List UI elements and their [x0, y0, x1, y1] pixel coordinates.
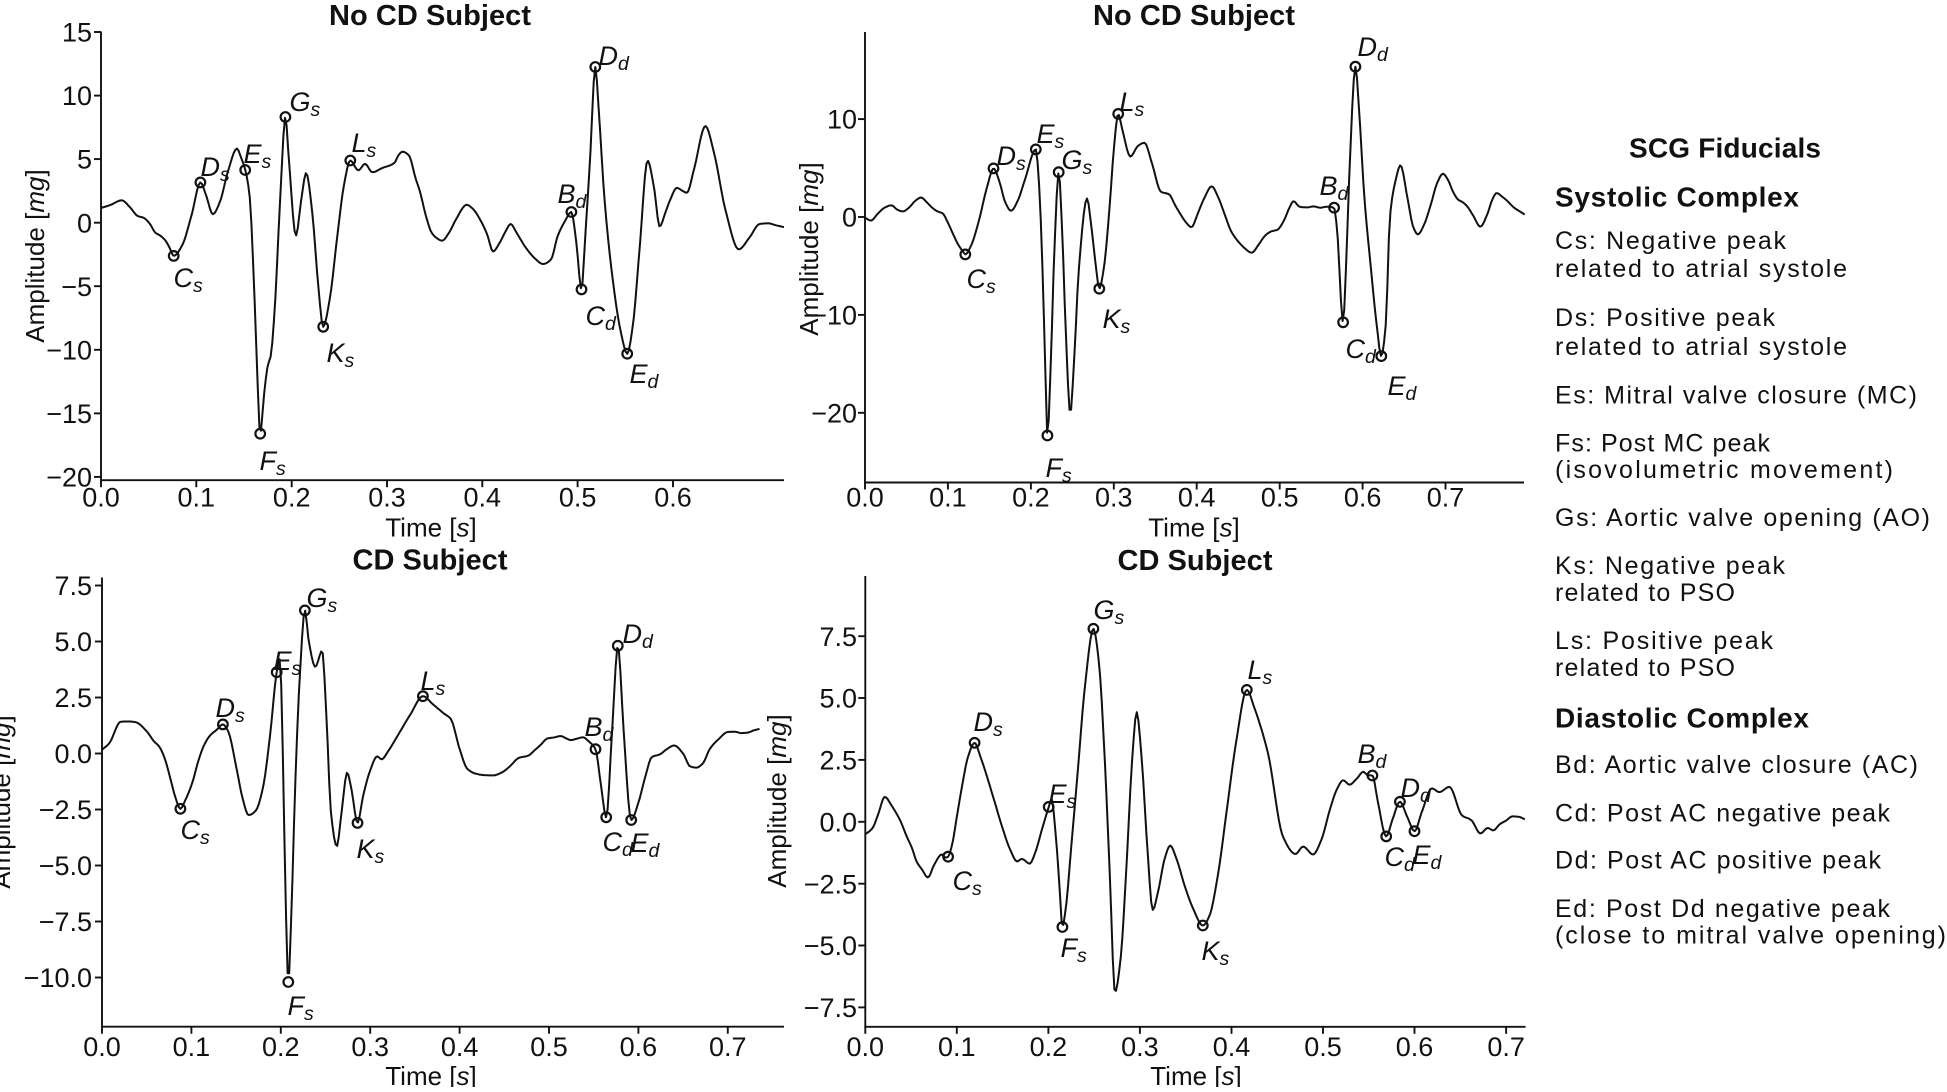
svg-text:Ed: Post Dd negative peak: Ed: Post Dd negative peak	[1555, 895, 1891, 923]
svg-text:2.5: 2.5	[819, 746, 857, 776]
svg-text:0.3: 0.3	[351, 1032, 389, 1062]
svg-text:0.5: 0.5	[1304, 1032, 1342, 1062]
svg-text:Es: Es	[1037, 119, 1065, 153]
svg-text:Diastolic Complex: Diastolic Complex	[1555, 703, 1809, 734]
svg-text:Time [s]: Time [s]	[1148, 513, 1240, 543]
svg-text:0.1: 0.1	[938, 1032, 976, 1062]
svg-text:−20: −20	[811, 398, 857, 428]
svg-text:−15: −15	[46, 399, 92, 429]
svg-text:−10: −10	[811, 301, 857, 331]
svg-text:related to PSO: related to PSO	[1555, 654, 1735, 682]
svg-text:0.6: 0.6	[620, 1032, 658, 1062]
svg-text:0.3: 0.3	[1121, 1032, 1159, 1062]
svg-text:0.5: 0.5	[530, 1032, 568, 1062]
svg-text:7.5: 7.5	[54, 571, 92, 601]
svg-text:0.2: 0.2	[1012, 483, 1050, 513]
svg-text:0.7: 0.7	[1427, 483, 1465, 513]
svg-text:related to atrial systole: related to atrial systole	[1555, 333, 1847, 361]
svg-text:−5: −5	[61, 272, 92, 302]
svg-text:Fs: Post MC peak: Fs: Post MC peak	[1555, 429, 1771, 457]
svg-text:Dd: Post AC positive peak: Dd: Post AC positive peak	[1555, 847, 1882, 875]
svg-text:2.5: 2.5	[54, 683, 92, 713]
svg-text:0.0: 0.0	[82, 483, 120, 513]
svg-text:Time [s]: Time [s]	[385, 1061, 477, 1087]
svg-text:SCG Fiducials: SCG Fiducials	[1629, 133, 1821, 164]
svg-text:Bd: Aortic valve closure (AC): Bd: Aortic valve closure (AC)	[1555, 751, 1918, 779]
svg-text:related to PSO: related to PSO	[1555, 579, 1735, 607]
svg-text:0.1: 0.1	[178, 483, 216, 513]
svg-text:related to atrial systole: related to atrial systole	[1555, 255, 1847, 283]
svg-text:Ds: Positive peak: Ds: Positive peak	[1555, 304, 1776, 332]
svg-text:0.3: 0.3	[1095, 483, 1133, 513]
svg-text:Es: Mitral valve closure (MC): Es: Mitral valve closure (MC)	[1555, 381, 1917, 409]
svg-text:−5.0: −5.0	[39, 851, 92, 881]
svg-text:Cd: Post AC negative peak: Cd: Post AC negative peak	[1555, 800, 1891, 828]
svg-text:CD Subject: CD Subject	[353, 545, 508, 577]
svg-text:0.0: 0.0	[54, 739, 92, 769]
svg-text:5.0: 5.0	[54, 627, 92, 657]
svg-text:Amplitude [mg]: Amplitude [mg]	[0, 715, 16, 888]
svg-text:Amplitude [mg]: Amplitude [mg]	[794, 162, 824, 335]
svg-text:−10.0: −10.0	[24, 963, 92, 993]
svg-text:Ls: Positive peak: Ls: Positive peak	[1555, 627, 1774, 655]
svg-text:10: 10	[827, 105, 857, 135]
svg-text:0: 0	[77, 208, 92, 238]
svg-text:Time [s]: Time [s]	[1150, 1061, 1242, 1087]
svg-text:0.7: 0.7	[709, 1032, 747, 1062]
svg-text:−20: −20	[46, 463, 92, 493]
svg-text:15: 15	[62, 18, 92, 48]
svg-text:0.4: 0.4	[441, 1032, 479, 1062]
svg-text:−7.5: −7.5	[804, 993, 857, 1023]
svg-text:−7.5: −7.5	[39, 907, 92, 937]
svg-text:0.3: 0.3	[368, 483, 406, 513]
svg-text:CD Subject: CD Subject	[1118, 545, 1273, 577]
svg-text:0.5: 0.5	[1261, 483, 1299, 513]
svg-text:0.2: 0.2	[1030, 1032, 1068, 1062]
svg-text:0.0: 0.0	[846, 483, 884, 513]
svg-text:(close to mitral valve opening: (close to mitral valve opening)	[1555, 921, 1946, 949]
svg-text:0.1: 0.1	[929, 483, 967, 513]
svg-text:5: 5	[77, 145, 92, 175]
svg-text:0.6: 0.6	[1344, 483, 1382, 513]
svg-text:Gs: Aortic valve opening (AO): Gs: Aortic valve opening (AO)	[1555, 504, 1930, 532]
svg-text:0.2: 0.2	[262, 1032, 300, 1062]
svg-text:0.4: 0.4	[1213, 1032, 1251, 1062]
svg-text:Cs: Negative peak: Cs: Negative peak	[1555, 227, 1787, 255]
svg-text:−10: −10	[46, 335, 92, 365]
svg-text:Amplitude [mg]: Amplitude [mg]	[20, 169, 50, 342]
svg-text:Gs: Gs	[1062, 145, 1093, 179]
svg-text:−2.5: −2.5	[39, 795, 92, 825]
svg-text:7.5: 7.5	[819, 622, 857, 652]
svg-text:0.0: 0.0	[83, 1032, 121, 1062]
svg-text:0.5: 0.5	[559, 483, 597, 513]
svg-text:No CD Subject: No CD Subject	[329, 0, 531, 32]
svg-text:10: 10	[62, 81, 92, 111]
svg-text:Ed: Ed	[631, 828, 661, 862]
svg-text:0.4: 0.4	[464, 483, 502, 513]
svg-text:0.6: 0.6	[1396, 1032, 1434, 1062]
svg-text:0.0: 0.0	[847, 1032, 885, 1062]
svg-text:−2.5: −2.5	[804, 869, 857, 899]
svg-text:0.0: 0.0	[819, 807, 857, 837]
svg-text:Cd: Cd	[1346, 334, 1378, 368]
svg-text:0.1: 0.1	[173, 1032, 211, 1062]
svg-text:0: 0	[842, 203, 857, 233]
svg-text:Amplitude [mg]: Amplitude [mg]	[762, 714, 792, 887]
svg-text:−5.0: −5.0	[804, 931, 857, 961]
svg-text:0.4: 0.4	[1178, 483, 1216, 513]
svg-text:Systolic Complex: Systolic Complex	[1555, 182, 1799, 213]
svg-text:5.0: 5.0	[819, 684, 857, 714]
svg-text:0.7: 0.7	[1487, 1032, 1525, 1062]
svg-text:0.6: 0.6	[654, 483, 692, 513]
svg-text:0.2: 0.2	[273, 483, 311, 513]
svg-text:No CD Subject: No CD Subject	[1093, 0, 1295, 32]
svg-text:Time [s]: Time [s]	[385, 513, 477, 543]
